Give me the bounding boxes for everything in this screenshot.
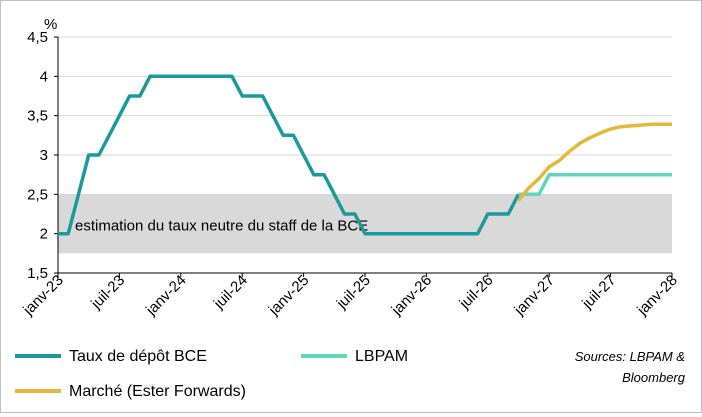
y-axis-ticks: 1,5 2 2,5 3 3,5 4 4,5 bbox=[27, 29, 48, 282]
y-tick-label: 3 bbox=[40, 147, 48, 164]
series-line-3 bbox=[517, 122, 672, 202]
y-tick-label: 4,5 bbox=[27, 29, 48, 46]
series-line-2 bbox=[518, 172, 672, 197]
source-note-line-2: Bloomberg bbox=[622, 370, 686, 385]
series-line-1 bbox=[58, 74, 521, 236]
x-tick-label: juil-25 bbox=[333, 272, 374, 313]
x-tick-label: juil-27 bbox=[578, 272, 619, 313]
x-tick-label: janv-24 bbox=[142, 272, 190, 320]
y-tick-label: 2 bbox=[40, 226, 48, 243]
y-tick-label: 1,5 bbox=[27, 265, 48, 282]
legend-label: Marché (Ester Forwards) bbox=[69, 383, 246, 400]
x-tick-label: janv-26 bbox=[388, 272, 436, 320]
legend: Taux de dépôt BCE LBPAM Marché (Ester Forw… bbox=[15, 348, 408, 400]
neutral-rate-band-label: estimation du taux neutre du staff de la… bbox=[75, 218, 368, 235]
x-axis-ticks: janv-23 juil-23 janv-24 juil-24 janv-25 juil-… bbox=[19, 272, 681, 320]
source-note-line-1: Sources: LBPAM & bbox=[575, 349, 685, 364]
neutral-rate-band bbox=[58, 194, 672, 254]
x-tick-label: janv-25 bbox=[265, 272, 313, 320]
x-tick-label: juil-26 bbox=[456, 272, 497, 313]
y-tick-label: 2,5 bbox=[27, 186, 48, 203]
y-axis-unit: % bbox=[44, 16, 57, 33]
x-tick-label: juil-23 bbox=[87, 272, 128, 313]
series-lines bbox=[58, 74, 672, 236]
x-tick-label: janv-28 bbox=[633, 272, 681, 320]
legend-label: LBPAM bbox=[355, 348, 408, 365]
x-tick-label: juil-24 bbox=[210, 272, 251, 313]
x-tick-label: janv-27 bbox=[511, 272, 559, 320]
y-tick-label: 3,5 bbox=[27, 108, 48, 125]
y-tick-label: 4 bbox=[40, 68, 48, 85]
legend-label: Taux de dépôt BCE bbox=[69, 348, 207, 365]
gridlines bbox=[58, 36, 672, 235]
